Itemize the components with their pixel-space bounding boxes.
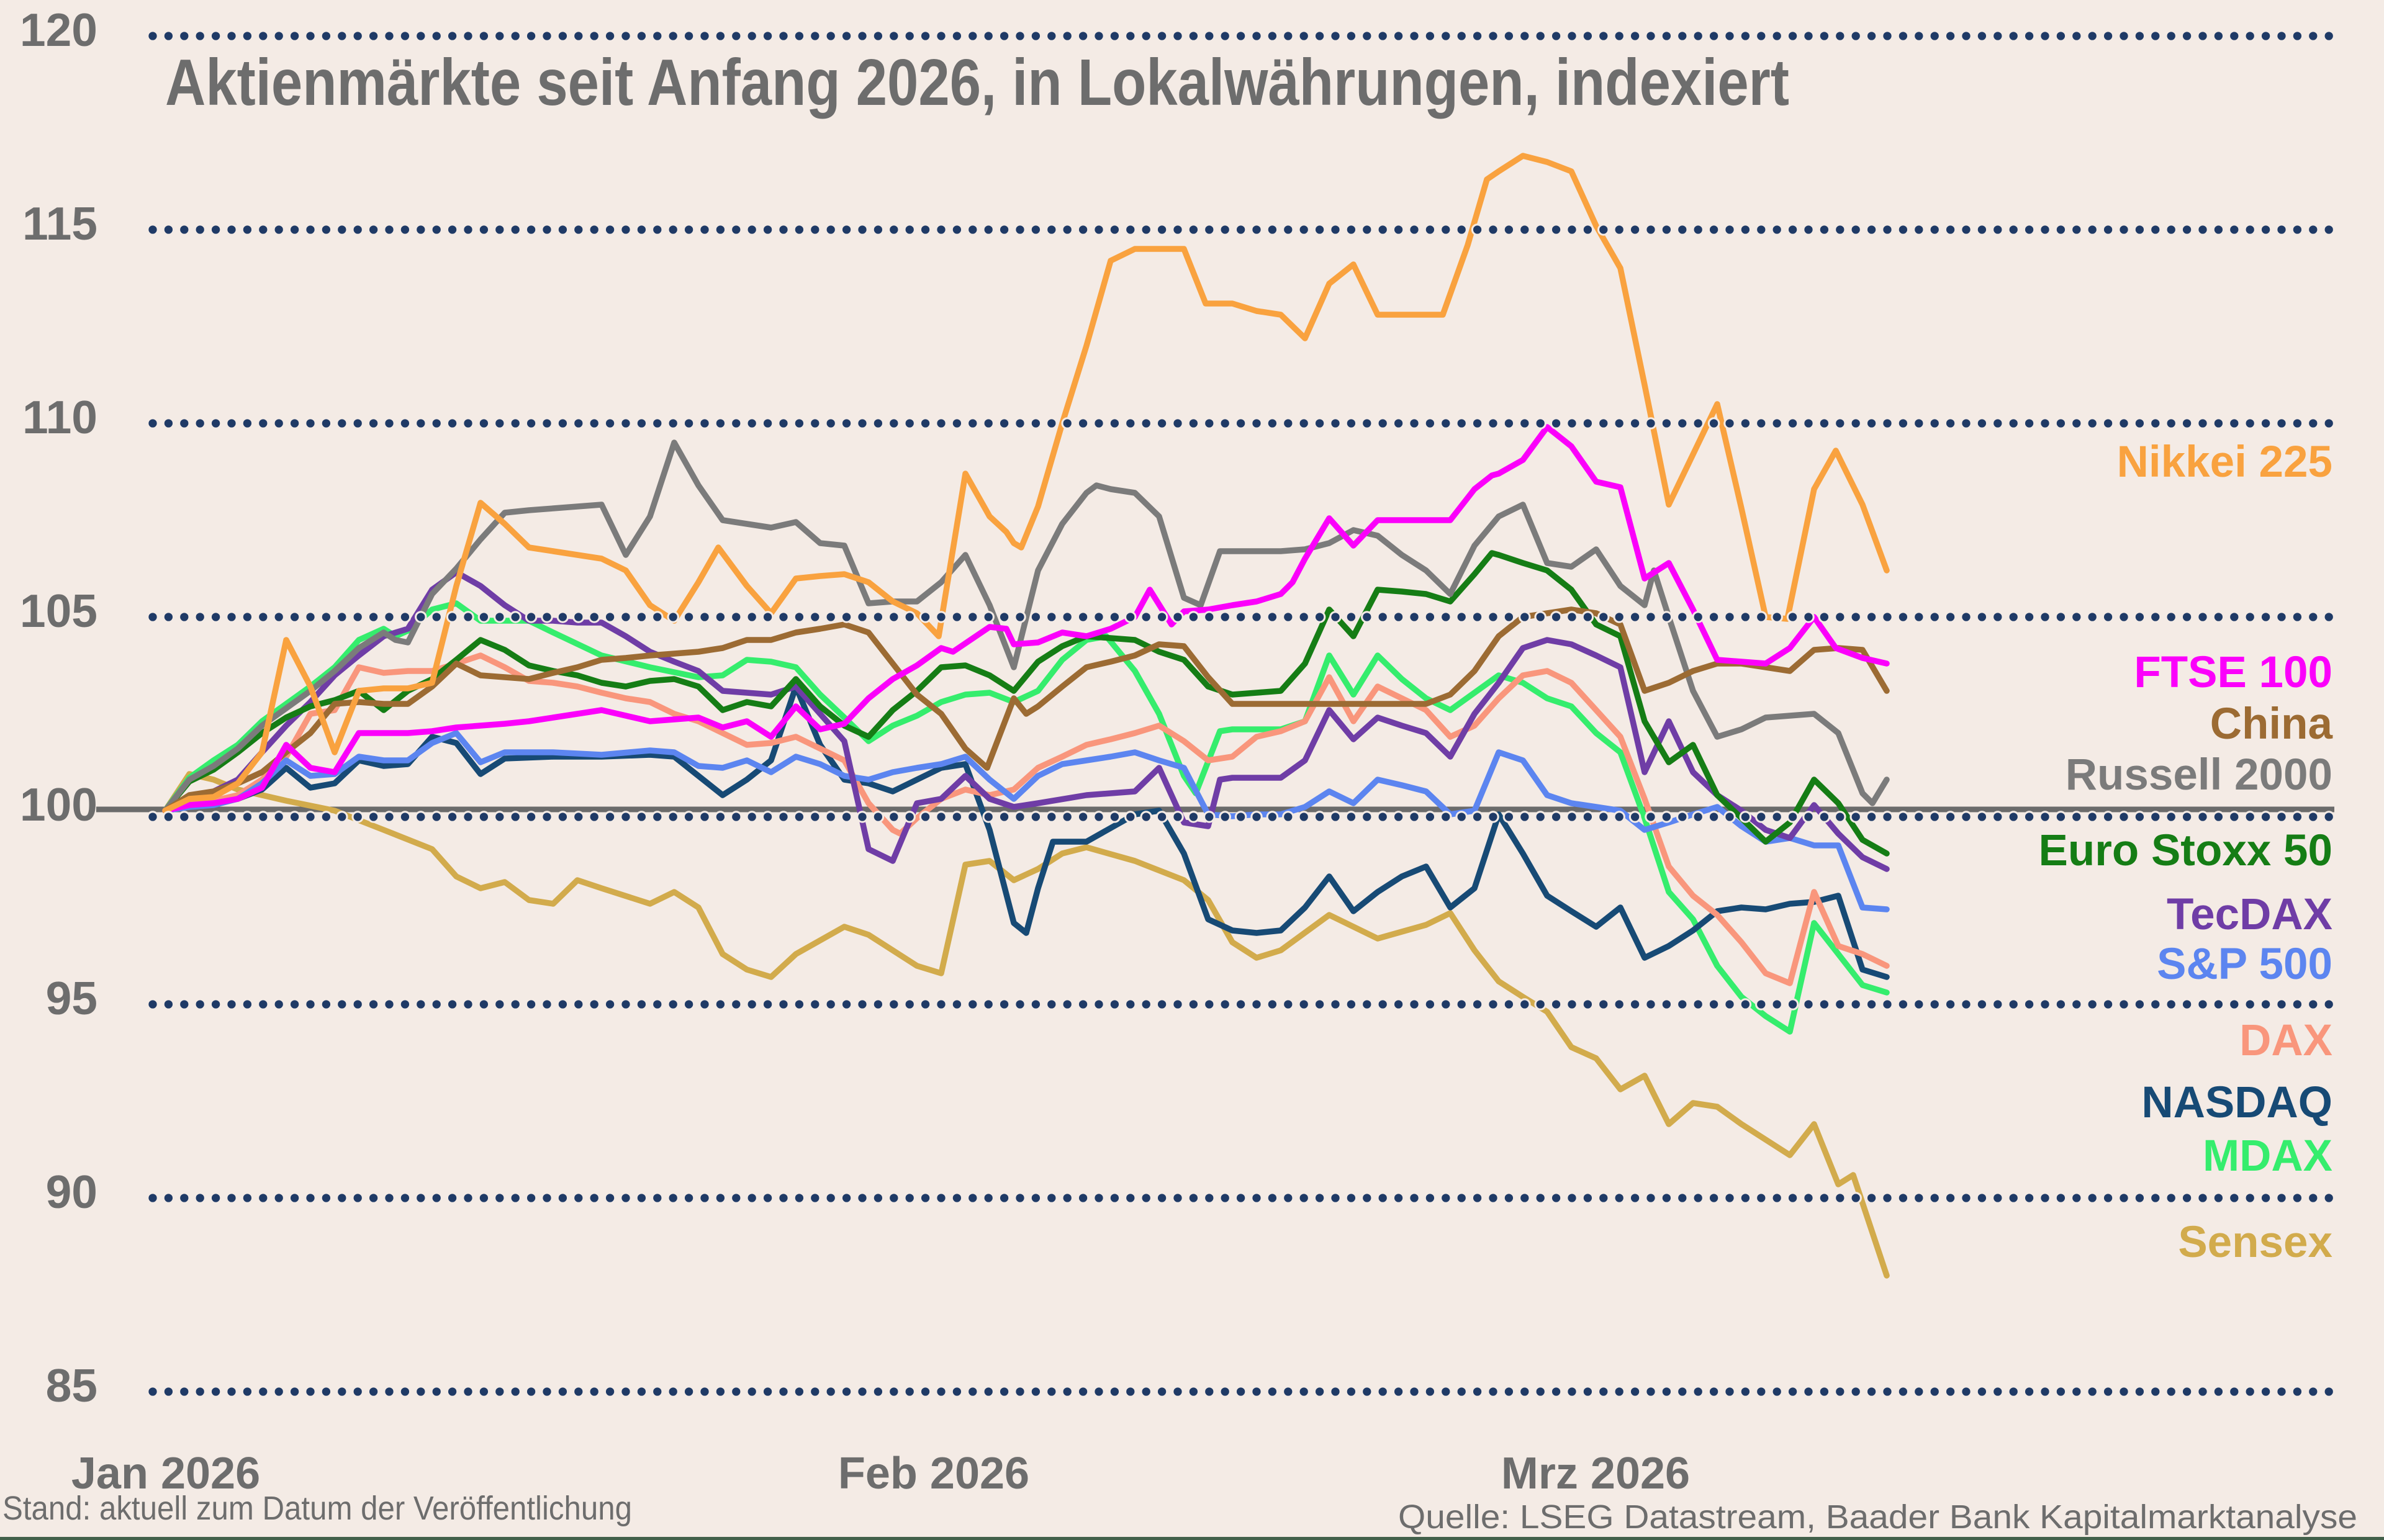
svg-text:110: 110 <box>22 391 97 443</box>
svg-text:Sensex: Sensex <box>2178 1218 2332 1267</box>
svg-text:Quelle: LSEG Datastream, Baade: Quelle: LSEG Datastream, Baader Bank Kap… <box>1398 1498 2357 1536</box>
svg-text:120: 120 <box>20 4 97 56</box>
svg-text:Stand: aktuell zum Datum der V: Stand: aktuell zum Datum der Veröffentli… <box>2 1490 632 1527</box>
svg-text:90: 90 <box>46 1166 97 1218</box>
svg-text:95: 95 <box>46 972 97 1024</box>
svg-text:MDAX: MDAX <box>2203 1132 2332 1181</box>
svg-text:Nikkei 225: Nikkei 225 <box>2117 438 2332 487</box>
svg-text:Mrz 2026: Mrz 2026 <box>1501 1449 1690 1498</box>
svg-text:S&P 500: S&P 500 <box>2157 940 2332 989</box>
svg-text:Aktienmärkte seit Anfang 2026,: Aktienmärkte seit Anfang 2026, in Lokalw… <box>165 46 1789 119</box>
svg-text:Russell 2000: Russell 2000 <box>2066 750 2332 799</box>
svg-text:105: 105 <box>20 585 97 637</box>
svg-text:85: 85 <box>46 1359 97 1412</box>
svg-text:TecDAX: TecDAX <box>2167 890 2332 939</box>
svg-text:NASDAQ: NASDAQ <box>2141 1078 2332 1127</box>
svg-text:FTSE 100: FTSE 100 <box>2134 648 2332 697</box>
svg-text:115: 115 <box>22 197 97 250</box>
svg-text:100: 100 <box>20 778 97 831</box>
svg-text:Feb 2026: Feb 2026 <box>838 1449 1029 1498</box>
svg-text:China: China <box>2210 700 2333 749</box>
svg-text:Euro Stoxx 50: Euro Stoxx 50 <box>2039 826 2333 875</box>
svg-text:DAX: DAX <box>2239 1016 2332 1065</box>
svg-text:Jan 2026: Jan 2026 <box>71 1449 260 1498</box>
